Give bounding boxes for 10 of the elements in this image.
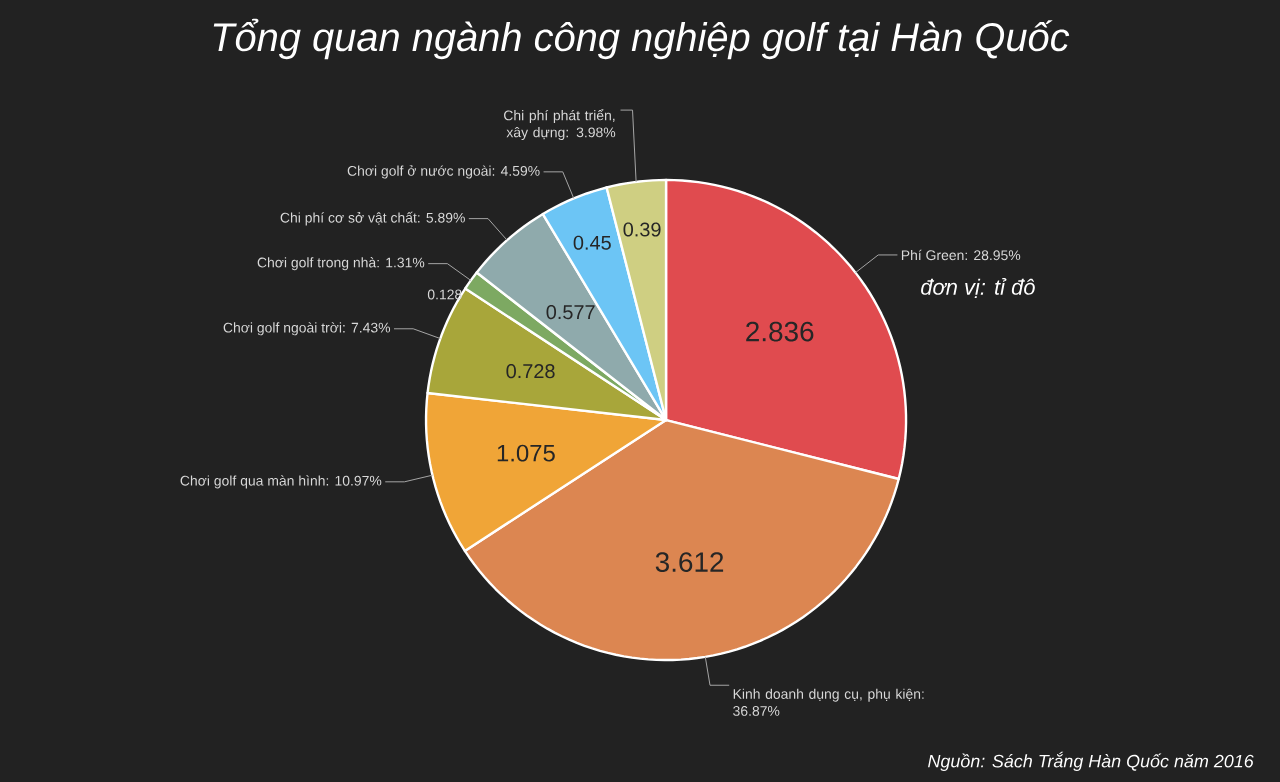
data-label: 3.612 [655,552,724,572]
data-label: 0.45 [573,235,611,250]
text: Nguồn: Sách Trắng Hàn Quốc năm 2016 [928,751,1254,772]
data-label: 0.577 [546,305,595,320]
data-label: 1.075 [497,444,555,462]
text: đơn vị: tỉ đô [921,278,1035,298]
data-label: 0.728 [506,364,555,379]
chart-title: Tổng quan ngành công nghiệp golf tại Hàn Quốc [213,18,1070,60]
data-label: 2.836 [746,321,814,342]
data-label: 0.39 [623,222,661,237]
